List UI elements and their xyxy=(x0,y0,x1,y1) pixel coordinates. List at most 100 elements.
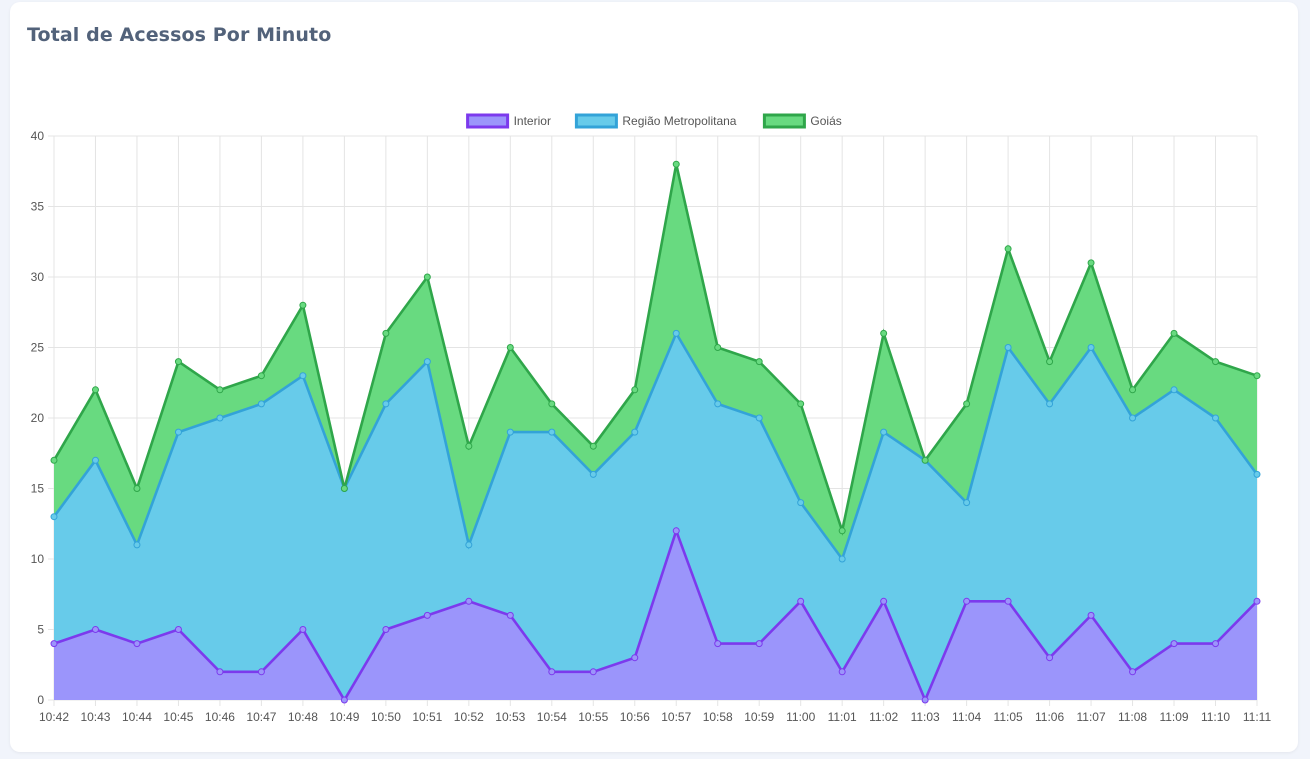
data-point xyxy=(465,541,473,549)
x-tick-label: 11:02 xyxy=(869,710,898,724)
x-tick-label: 10:45 xyxy=(163,710,193,724)
data-point xyxy=(714,344,722,351)
series-line xyxy=(53,526,1258,704)
data-point xyxy=(340,696,348,704)
x-tick-label: 10:42 xyxy=(39,710,69,724)
data-point xyxy=(299,626,307,633)
x-tick-label: 11:11 xyxy=(1243,710,1272,724)
data-point xyxy=(50,513,58,521)
legend-label: Região Metropolitana xyxy=(622,114,736,128)
x-tick-label: 11:00 xyxy=(786,710,815,724)
data-point xyxy=(963,400,971,408)
data-point xyxy=(382,329,390,337)
data-point xyxy=(465,442,473,450)
x-tick-label: 10:51 xyxy=(412,710,442,724)
chart-card: Total de Acessos Por Minuto 0 5 10 15 20 25 30… xyxy=(10,2,1298,752)
area-layer xyxy=(54,164,1257,700)
data-point xyxy=(838,668,846,676)
data-point xyxy=(631,386,639,394)
data-point xyxy=(755,414,763,422)
card-title: Total de Acessos Por Minuto xyxy=(27,24,332,46)
series-area xyxy=(54,530,1257,700)
x-tick-label: 10:43 xyxy=(80,710,110,724)
x-axis: 10:42 10:43 10:44 10:45 10:46 10:47 10:48 10:49… xyxy=(39,710,1271,724)
y-tick-label: 5 xyxy=(37,623,44,637)
data-point xyxy=(465,597,473,605)
data-point xyxy=(1004,245,1012,253)
data-point xyxy=(50,640,58,648)
data-point xyxy=(838,555,846,563)
legend-swatch xyxy=(466,113,510,129)
data-point xyxy=(91,456,99,464)
x-tick-label: 11:06 xyxy=(1035,710,1064,724)
x-tick-label: 11:10 xyxy=(1201,710,1230,724)
legend-label: Goiás xyxy=(810,114,841,128)
data-point xyxy=(714,400,722,408)
data-point xyxy=(548,400,556,408)
x-tick-label: 11:07 xyxy=(1076,710,1105,724)
data-point xyxy=(921,456,929,464)
data-point xyxy=(880,597,888,605)
data-point xyxy=(133,640,141,648)
data-point xyxy=(589,470,597,478)
data-point xyxy=(1170,640,1178,648)
x-tick-label: 10:55 xyxy=(578,710,608,724)
data-point xyxy=(506,611,514,619)
data-point xyxy=(672,160,680,168)
data-point xyxy=(91,386,99,394)
x-tick-label: 10:49 xyxy=(329,710,359,724)
x-tick-label: 10:52 xyxy=(454,710,484,724)
data-point xyxy=(797,597,805,605)
x-tick-label: 10:48 xyxy=(288,710,318,724)
series-area xyxy=(54,333,1257,700)
data-point xyxy=(838,527,846,535)
data-point xyxy=(423,273,431,281)
data-point xyxy=(1004,597,1012,605)
data-point xyxy=(548,668,556,676)
data-point xyxy=(631,428,639,436)
data-point xyxy=(1253,372,1261,380)
data-point xyxy=(548,428,556,436)
data-point xyxy=(1253,470,1261,478)
y-tick-label: 0 xyxy=(37,693,44,707)
data-point xyxy=(963,499,971,507)
x-tick-label: 11:08 xyxy=(1118,710,1147,724)
series-area xyxy=(54,164,1257,559)
x-tick-label: 11:03 xyxy=(911,710,940,724)
y-tick-label: 40 xyxy=(31,129,45,143)
data-point xyxy=(382,626,390,633)
data-point xyxy=(174,358,182,366)
x-tick-label: 10:50 xyxy=(371,710,401,724)
data-point xyxy=(340,485,348,492)
line-layer xyxy=(50,160,1261,704)
data-point xyxy=(589,442,597,450)
x-tick-label: 10:54 xyxy=(537,710,567,724)
data-point xyxy=(423,611,431,619)
data-point xyxy=(1170,329,1178,337)
data-point xyxy=(382,400,390,408)
data-point xyxy=(1046,654,1054,662)
x-tick-label: 10:57 xyxy=(661,710,691,724)
x-tick-label: 10:58 xyxy=(703,710,733,724)
y-tick-label: 15 xyxy=(31,482,45,496)
data-point xyxy=(1253,597,1261,605)
y-axis: 0 5 10 15 20 25 30 35 40 xyxy=(31,129,45,707)
data-point xyxy=(423,358,431,366)
data-point xyxy=(672,329,680,337)
x-tick-label: 11:09 xyxy=(1159,710,1188,724)
data-point xyxy=(133,541,141,549)
data-point xyxy=(1046,358,1054,366)
data-point xyxy=(174,626,182,633)
y-tick-label: 20 xyxy=(31,411,45,425)
data-point xyxy=(1046,400,1054,408)
data-point xyxy=(133,485,141,492)
x-tick-label: 11:05 xyxy=(994,710,1023,724)
data-point xyxy=(1087,344,1095,351)
x-tick-label: 10:46 xyxy=(205,710,235,724)
legend-swatch xyxy=(762,113,806,129)
series-line xyxy=(52,330,1259,562)
data-point xyxy=(1129,386,1137,394)
x-tick-label: 11:04 xyxy=(952,710,981,724)
data-point xyxy=(880,329,888,337)
data-point xyxy=(1212,414,1220,422)
